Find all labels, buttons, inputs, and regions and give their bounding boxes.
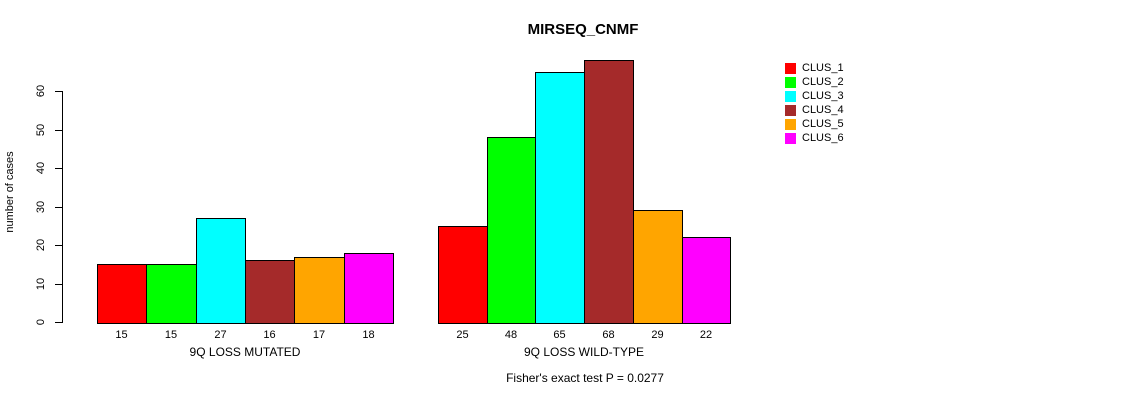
- bar-value-label: 48: [504, 329, 518, 341]
- bar-value-label: 17: [312, 329, 326, 341]
- bar-value-label: 16: [263, 329, 276, 341]
- bar-value-label: 15: [164, 329, 178, 341]
- bar-clus_2: [487, 137, 536, 324]
- bar-value-label: 15: [115, 329, 128, 341]
- bar-clus_5: [633, 210, 683, 324]
- y-axis-title: number of cases: [4, 151, 16, 233]
- bar-clus_6: [344, 253, 394, 324]
- legend-swatch-icon: [785, 76, 796, 88]
- y-tick-mark: [55, 130, 62, 131]
- legend-item: CLUS_3: [785, 89, 844, 103]
- bar-value-label: 29: [651, 329, 664, 341]
- legend-item: CLUS_5: [785, 117, 844, 131]
- legend-swatch-icon: [785, 132, 796, 144]
- bar-clus_2: [146, 264, 197, 324]
- y-tick-mark: [55, 322, 62, 323]
- y-tick-mark: [55, 284, 62, 285]
- legend-swatch-icon: [785, 90, 796, 102]
- bar-clus_4: [245, 260, 295, 324]
- legend-item: CLUS_6: [785, 131, 844, 145]
- bar-clus_6: [682, 237, 731, 324]
- legend-item: CLUS_1: [785, 61, 844, 75]
- y-axis-line: [62, 91, 63, 323]
- legend-label: CLUS_6: [802, 131, 844, 144]
- y-tick-label: 0: [35, 318, 47, 326]
- bar-clus_4: [584, 60, 634, 324]
- y-tick-mark: [55, 245, 62, 246]
- bar-value-label: 25: [456, 329, 469, 341]
- bar-clus_1: [438, 226, 488, 324]
- y-tick-label: 40: [35, 161, 47, 175]
- group-label: 9Q LOSS MUTATED: [189, 345, 301, 359]
- y-tick-label: 60: [35, 84, 47, 98]
- legend-label: CLUS_3: [802, 89, 844, 102]
- legend-label: CLUS_4: [802, 103, 844, 116]
- bar-clus_5: [294, 257, 345, 324]
- bar-value-label: 18: [362, 329, 375, 341]
- group-label: 9Q LOSS WILD-TYPE: [523, 345, 645, 359]
- y-tick-mark: [55, 168, 62, 169]
- bar-value-label: 22: [699, 329, 713, 341]
- legend-item: CLUS_2: [785, 75, 844, 89]
- y-tick-label: 20: [35, 238, 47, 252]
- chart-title: MIRSEQ_CNMF: [527, 21, 639, 38]
- y-tick-label: 50: [35, 123, 47, 137]
- legend-item: CLUS_4: [785, 103, 844, 117]
- bar-clus_3: [535, 72, 585, 324]
- legend-label: CLUS_2: [802, 75, 844, 88]
- bar-value-label: 68: [602, 329, 615, 341]
- y-tick-label: 10: [35, 277, 47, 291]
- bar-clus_3: [196, 218, 246, 324]
- y-tick-mark: [55, 207, 62, 208]
- legend-label: CLUS_1: [802, 61, 844, 74]
- bar-value-label: 27: [214, 329, 227, 341]
- legend: CLUS_1 CLUS_2 CLUS_3 CLUS_4 CLUS_5 CLUS_6: [785, 61, 844, 145]
- legend-swatch-icon: [785, 118, 796, 130]
- legend-swatch-icon: [785, 62, 796, 74]
- legend-swatch-icon: [785, 104, 796, 116]
- legend-label: CLUS_5: [802, 117, 844, 130]
- annotation-text: Fisher's exact test P = 0.0277: [506, 371, 664, 385]
- bar-clus_1: [97, 264, 147, 324]
- bar-value-label: 65: [553, 329, 566, 341]
- y-tick-label: 30: [35, 200, 47, 214]
- y-tick-mark: [55, 91, 62, 92]
